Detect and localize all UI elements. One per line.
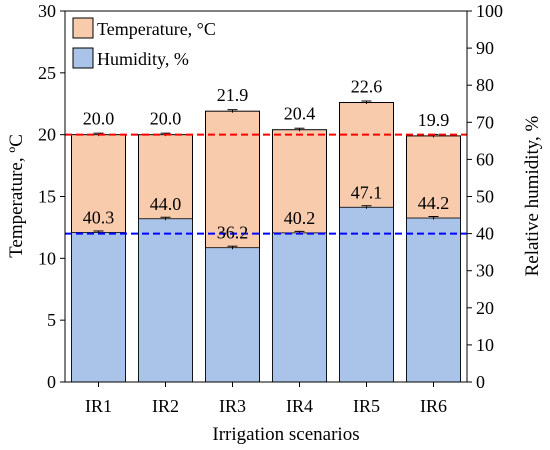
data-label-humidity: 36.2 xyxy=(217,223,249,243)
x-tick-label: IR5 xyxy=(353,396,380,416)
data-label-temperature: 19.9 xyxy=(418,110,450,130)
y-tick-label-left: 0 xyxy=(47,372,56,392)
y-tick-label-right: 60 xyxy=(476,149,494,169)
data-label-temperature: 20.4 xyxy=(284,104,316,124)
data-label-temperature: 22.6 xyxy=(351,77,383,97)
bar-humidity xyxy=(272,232,327,383)
y-tick-label-left: 5 xyxy=(47,310,56,330)
data-label-humidity: 40.2 xyxy=(284,208,316,228)
y-tick-label-right: 70 xyxy=(476,112,494,132)
plot-area: 20.0 40.3 20.0 44.0 21.9 36.2 20.4 40.2 22.6 47.1… xyxy=(38,1,503,416)
y-tick-label-right: 50 xyxy=(476,187,494,207)
x-axis-title: Irrigation scenarios xyxy=(212,424,359,445)
data-label-temperature: 20.0 xyxy=(150,109,182,129)
y-tick-label-left: 15 xyxy=(38,187,56,207)
x-tick-label: IR2 xyxy=(152,396,179,416)
bar-humidity xyxy=(406,217,461,383)
data-label-humidity: 44.0 xyxy=(150,194,182,214)
x-tick-label: IR6 xyxy=(420,396,447,416)
y-tick-label-right: 80 xyxy=(476,75,494,95)
x-tick-label: IR3 xyxy=(219,396,246,416)
legend-swatch-temperature xyxy=(72,17,94,39)
y-tick-label-right: 40 xyxy=(476,224,494,244)
legend: Temperature, °C Humidity, % xyxy=(72,17,216,69)
legend-label-temperature: Temperature, °C xyxy=(97,19,216,39)
y-axis-title-right: Relative humidity, % xyxy=(522,115,543,276)
y-tick-label-left: 20 xyxy=(38,125,56,145)
x-tick-label: IR4 xyxy=(286,396,313,416)
bar-humidity xyxy=(205,247,260,383)
bar-humidity xyxy=(339,206,394,383)
bar-humidity xyxy=(138,218,193,383)
y-tick-label-right: 20 xyxy=(476,298,494,318)
data-label-humidity: 44.2 xyxy=(418,193,450,213)
y-axis-title-left: Temperature, ºC xyxy=(6,134,27,258)
legend-label-humidity: Humidity, % xyxy=(97,49,189,69)
y-tick-label-left: 30 xyxy=(38,1,56,21)
y-tick-label-right: 90 xyxy=(476,38,494,58)
y-tick-label-right: 100 xyxy=(476,1,503,21)
bar-humidity xyxy=(71,232,126,383)
data-label-temperature: 21.9 xyxy=(217,85,249,105)
data-label-humidity: 40.3 xyxy=(83,207,115,227)
x-tick-label: IR1 xyxy=(85,396,112,416)
y-tick-label-left: 25 xyxy=(38,63,56,83)
data-label-temperature: 20.0 xyxy=(83,109,115,129)
y-tick-label-right: 30 xyxy=(476,261,494,281)
y-tick-label-left: 10 xyxy=(38,248,56,268)
y-tick-label-right: 0 xyxy=(476,372,485,392)
y-tick-label-right: 10 xyxy=(476,335,494,355)
legend-swatch-humidity xyxy=(72,47,94,69)
data-label-humidity: 47.1 xyxy=(351,182,383,202)
